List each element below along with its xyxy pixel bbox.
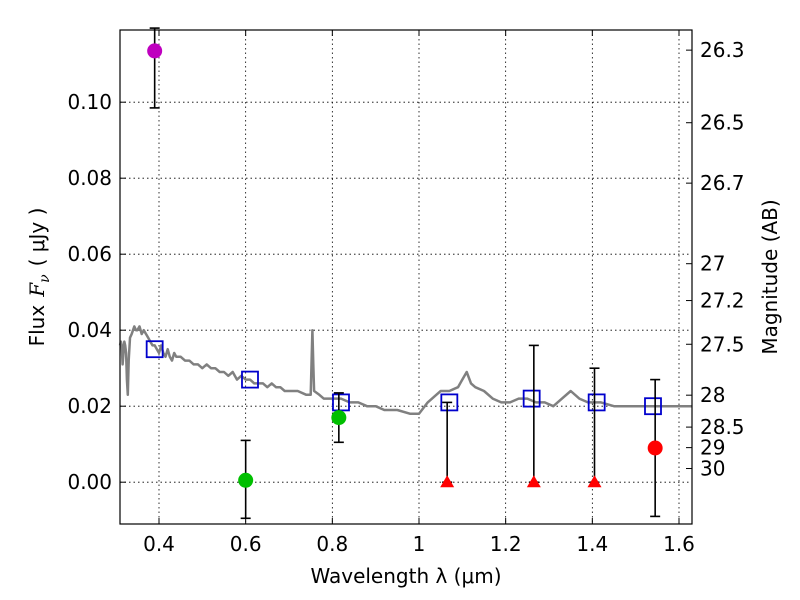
tick-layer: 0.4 0.6 0.8 1 1.2 1.4 1.6 0.00 0.02 0.04 0.06 0.08 0… [67, 30, 745, 556]
x-tick-label: 1.4 [576, 532, 608, 556]
y-axis-label-subscript: ν [37, 274, 53, 283]
observed-flux-marker [238, 472, 254, 488]
y-tick-label: 0.02 [67, 394, 112, 418]
model-flux-marker [522, 389, 541, 408]
x-axis-label: Wavelength λ (μm) [310, 564, 501, 588]
y-tick-label: 0.00 [67, 470, 112, 494]
y-tick-label: 0.08 [67, 166, 112, 190]
grid-layer [120, 30, 692, 524]
observed-flux-marker [647, 440, 663, 456]
x-tick-label: 1.2 [490, 532, 522, 556]
mag-tick-label: 29 [700, 436, 725, 460]
upper-limit-marker [587, 475, 602, 488]
y-tick-label: 0.10 [67, 90, 112, 114]
y-axis-label-text: Flux [25, 305, 49, 347]
x-tick-label: 1 [413, 532, 426, 556]
mag-tick-label: 27.2 [700, 289, 745, 313]
x-tick-label: 0.6 [230, 532, 262, 556]
spectrum-layer [118, 325, 692, 416]
model-spectrum-line [118, 325, 692, 416]
mag-tick-label: 27 [700, 252, 725, 276]
x-tick-label: 0.8 [316, 532, 348, 556]
model-flux-marker [644, 397, 662, 416]
y-axis-label-symbol: F [25, 282, 49, 298]
plot-frame [119, 29, 693, 525]
y2-axis-label: Magnitude (AB) [758, 199, 782, 354]
model-flux-marker [587, 393, 606, 412]
mag-tick-label: 27.5 [700, 332, 745, 356]
model-flux-marker [241, 370, 259, 389]
model-flux-marker [332, 393, 350, 412]
mag-tick-label: 26.5 [700, 111, 745, 135]
y-axis-label: Flux Fν ( μJy ) [25, 208, 53, 347]
y-tick-label: 0.04 [67, 318, 112, 342]
x-tick-label: 1.6 [663, 532, 695, 556]
mag-tick-label: 28 [700, 383, 725, 407]
mag-tick-label: 26.7 [700, 171, 745, 195]
model-flux-marker [440, 393, 459, 412]
mag-tick-label: 26.3 [700, 38, 745, 62]
model-photometry-layer [145, 340, 662, 416]
y-axis-label-units: ( μJy ) [25, 208, 49, 267]
observed-flux-marker [147, 43, 163, 59]
x-tick-label: 0.4 [143, 532, 175, 556]
mag-tick-label: 30 [700, 457, 725, 481]
observations-layer [147, 27, 663, 520]
mag-tick-label: 28.5 [700, 415, 745, 439]
y-tick-label: 0.06 [67, 242, 112, 266]
observed-flux-marker [331, 410, 347, 426]
upper-limit-marker [440, 475, 455, 488]
model-flux-marker [145, 340, 164, 359]
upper-limit-marker [526, 475, 541, 488]
